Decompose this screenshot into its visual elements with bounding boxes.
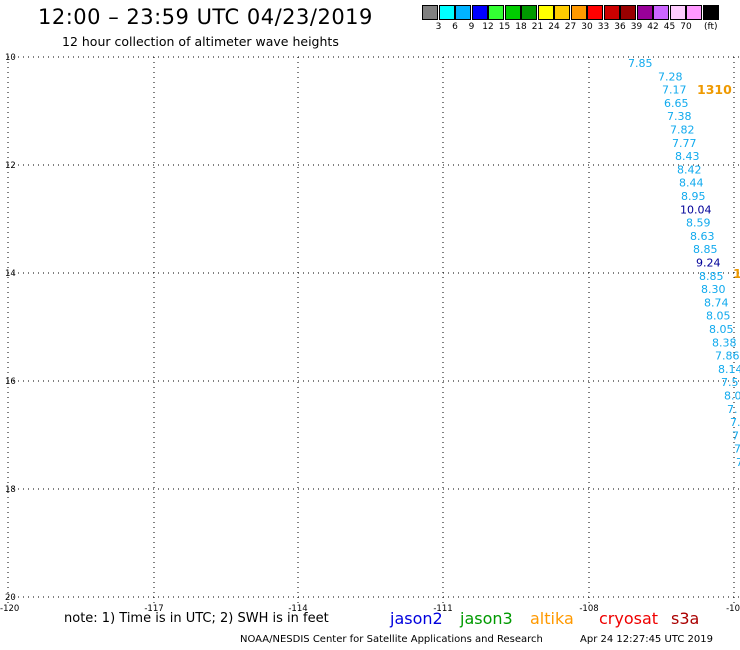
satellite-legend-jason2: jason2 (390, 609, 443, 628)
latitude-label: 16 (5, 377, 16, 387)
latitude-label: 20 (5, 593, 16, 603)
colorbar-tick-label: 36 (614, 22, 626, 32)
colorbar-swatch (521, 5, 537, 20)
colorbar-tick-label: 27 (564, 22, 577, 32)
colorbar-swatch (504, 5, 521, 20)
wave-height-value: 7.17 (662, 84, 687, 97)
observation-time-label: 1310 (697, 82, 732, 97)
wave-height-value: 8.14 (718, 363, 740, 376)
wave-height-value: 7.28 (658, 70, 683, 83)
wave-height-value: 8.74 (704, 296, 729, 309)
wave-height-value: 10.04 (680, 203, 712, 216)
footer-timestamp: Apr 24 12:27:45 UTC 2019 (580, 634, 713, 645)
colorbar-swatch (636, 5, 653, 20)
wave-height-value: 7 (736, 456, 740, 469)
colorbar-tick-label: 18 (515, 22, 527, 32)
colorbar-swatch (653, 5, 669, 20)
wave-height-value: 7.86 (715, 350, 740, 363)
wave-height-value: 8.05 (706, 310, 731, 323)
longitude-label: -114 (288, 604, 307, 614)
wave-height-value: 8.30 (701, 283, 726, 296)
colorbar-tick-label: 6 (452, 22, 458, 32)
colorbar-swatch (438, 5, 455, 20)
wave-height-value: 7.82 (670, 124, 695, 137)
wave-height-value: 7. (727, 403, 738, 416)
page-subtitle: 12 hour collection of altimeter wave hei… (62, 34, 339, 49)
wave-height-value: 7 (734, 443, 740, 456)
colorbar-swatch (488, 5, 504, 20)
wave-height-value: 8.59 (686, 217, 711, 230)
colorbar-tick-label: 3 (435, 22, 442, 32)
wave-height-value: 8.85 (693, 243, 718, 256)
colorbar-tick-label: 39 (630, 22, 643, 32)
colorbar-swatch (620, 5, 636, 20)
footer-credit: NOAA/NESDIS Center for Satellite Applica… (240, 634, 543, 645)
wave-height-observations: 7.857.287.176.657.387.827.778.438.428.44… (628, 57, 740, 469)
wave-height-value: 7. (732, 429, 740, 442)
colorbar-swatch (587, 5, 603, 20)
observation-time-label: 1 (733, 266, 740, 281)
wave-height-value: 8.43 (675, 150, 700, 163)
colorbar-swatch (471, 5, 488, 20)
wave-height-value: 8.63 (690, 230, 715, 243)
wave-height-value: 7.85 (628, 57, 653, 70)
colorbar-swatch (554, 5, 570, 20)
longitude-label: -120 (0, 604, 19, 614)
latitude-label: 10 (5, 53, 16, 63)
colorbar-swatch (455, 5, 471, 20)
colorbar-tick-label: 45 (663, 22, 676, 32)
latitude-label: 18 (5, 485, 16, 495)
colorbar-unit: (ft) (704, 22, 718, 32)
colorbar-tick-label: 21 (531, 22, 544, 32)
observation-time-labels: 1310 1 (697, 82, 740, 281)
colorbar-tick-label: 70 (680, 22, 692, 32)
colorbar-tick-label: 42 (647, 22, 659, 32)
colorbar-swatch (570, 5, 587, 20)
colorbar-tick-label: 15 (498, 22, 511, 32)
wave-height-value: 9.24 (696, 257, 721, 270)
wave-height-value: 8.85 (699, 270, 724, 283)
colorbar-tick-label: 9 (468, 22, 475, 32)
satellite-legend-cryosat: cryosat (599, 609, 659, 628)
wave-height-value: 6.65 (664, 97, 689, 110)
colorbar-swatch (702, 5, 719, 20)
longitude-label: -108 (579, 604, 598, 614)
wave-height-value: 7.38 (667, 110, 692, 123)
colorbar-swatch (537, 5, 554, 20)
colorbar-swatch (686, 5, 702, 20)
colorbar-swatch (669, 5, 686, 20)
latitude-label: 14 (5, 269, 16, 279)
wave-height-value: 8.44 (679, 177, 704, 190)
map-grid (7, 56, 740, 605)
wave-height-value: 8.95 (681, 190, 706, 203)
latitude-label: 12 (5, 161, 16, 171)
map-axis-labels: 10 12 14 16 18 20-120 -117 -114 -111 -108 -10 (0, 53, 740, 614)
colorbar-swatch (422, 5, 438, 20)
colorbar-tick-label: 24 (548, 22, 560, 32)
satellite-legend-jason3: jason3 (460, 609, 513, 628)
colorbar-tick-label: 33 (597, 22, 610, 32)
footer-note: note: 1) Time is in UTC; 2) SWH is in fe… (64, 611, 329, 626)
wave-height-value: 8.05 (709, 323, 734, 336)
page-title: 12:00 – 23:59 UTC 04/23/2019 (38, 5, 373, 29)
wave-height-value: 7.5 (721, 376, 739, 389)
wave-height-value: 8.42 (677, 163, 702, 176)
wave-height-value: 8.38 (712, 336, 737, 349)
longitude-label: -10 (726, 604, 740, 614)
colorbar-swatch (603, 5, 620, 20)
wave-height-value: 7.77 (672, 137, 697, 150)
satellite-legend-altika: altika (530, 609, 574, 628)
wave-height-value: 8.0 (724, 390, 740, 403)
wave-height-value: 7. (730, 416, 740, 429)
longitude-label: -117 (144, 604, 163, 614)
satellite-legend-s3a: s3a (671, 609, 700, 628)
longitude-label: -111 (433, 604, 452, 614)
colorbar-tick-label: 30 (581, 22, 593, 32)
colorbar-tick-label: 12 (482, 22, 494, 32)
